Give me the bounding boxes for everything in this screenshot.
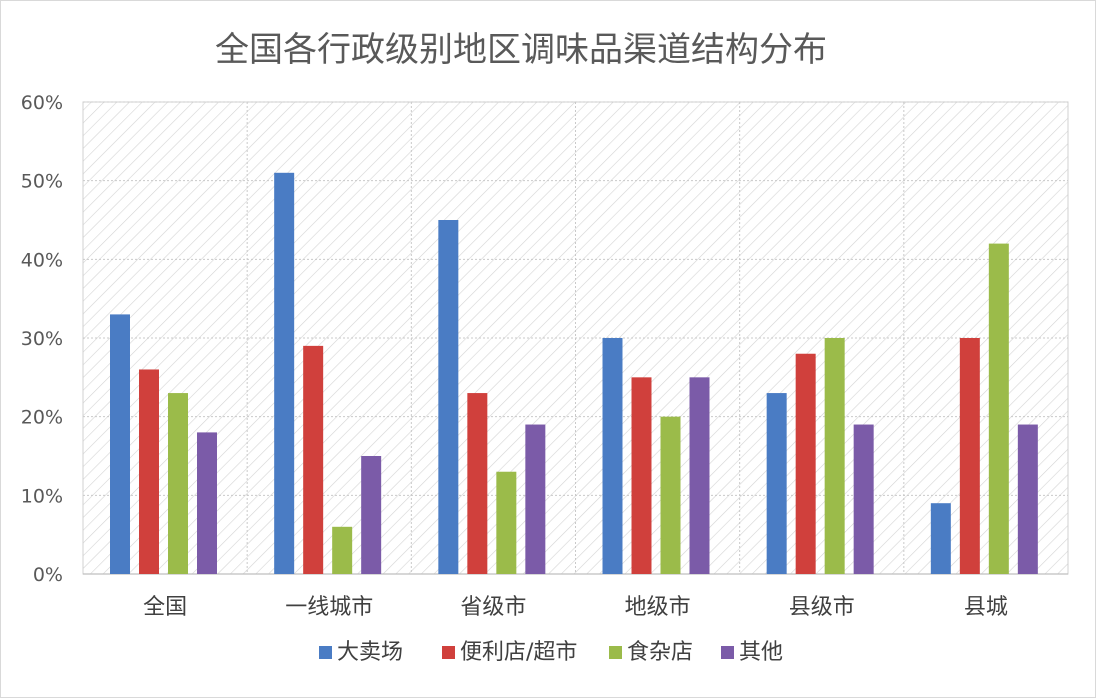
bar — [1017, 424, 1038, 574]
x-tick-label: 县城 — [964, 595, 1008, 620]
bar — [795, 353, 816, 574]
bar — [303, 345, 324, 574]
y-tick-label: 0% — [33, 564, 63, 586]
y-tick-label: 20% — [21, 407, 63, 429]
y-axis: 0% 10% 20% 30% 40% 50% 60% — [21, 92, 1068, 586]
legend-item: 其他 — [721, 640, 783, 665]
bar — [689, 377, 710, 574]
bar — [139, 369, 159, 574]
x-tick-label: 县级市 — [789, 595, 855, 620]
bar — [959, 338, 980, 574]
bar — [766, 393, 787, 574]
legend-label: 大卖场 — [337, 640, 403, 665]
x-tick-label: 一线城市 — [285, 595, 373, 620]
legend: 大卖场 便利店/超市 食杂店 其他 — [319, 640, 783, 665]
bar — [274, 172, 295, 575]
bar — [602, 338, 623, 574]
legend-label: 其他 — [739, 640, 783, 665]
x-tick-label: 地级市 — [625, 595, 691, 620]
bar — [332, 526, 353, 574]
legend-swatch — [442, 646, 455, 659]
legend-swatch — [721, 646, 734, 659]
bar — [988, 243, 1009, 574]
bar — [438, 220, 459, 574]
y-tick-label: 60% — [21, 92, 63, 114]
bar — [110, 314, 130, 574]
chart-title: 全国各行政级别地区调味品渠道结构分布 — [215, 30, 827, 70]
grid — [83, 101, 1068, 574]
legend-item: 食杂店 — [609, 640, 693, 665]
bar — [197, 432, 217, 574]
bar — [660, 416, 681, 574]
legend-label: 便利店/超市 — [460, 640, 577, 665]
legend-swatch — [319, 646, 332, 659]
bar — [631, 377, 652, 574]
x-tick-label: 省级市 — [460, 595, 526, 620]
x-axis: 全国 一线城市 省级市 地级市 县级市 县城 — [143, 595, 1008, 620]
bar — [853, 424, 874, 574]
bar — [168, 393, 188, 574]
bars — [110, 172, 1038, 575]
legend-swatch — [609, 646, 622, 659]
x-tick-label: 全国 — [143, 595, 187, 620]
bar — [361, 456, 382, 574]
legend-label: 食杂店 — [627, 640, 693, 665]
bar — [930, 503, 951, 574]
bar — [824, 338, 845, 574]
y-tick-label: 50% — [21, 171, 63, 193]
legend-item: 便利店/超市 — [442, 640, 577, 665]
bar — [467, 393, 488, 574]
y-tick-label: 10% — [21, 485, 63, 507]
y-tick-label: 30% — [21, 328, 63, 350]
legend-item: 大卖场 — [319, 640, 403, 665]
y-tick-label: 40% — [21, 249, 63, 271]
bar — [525, 424, 546, 574]
bar — [496, 471, 517, 574]
